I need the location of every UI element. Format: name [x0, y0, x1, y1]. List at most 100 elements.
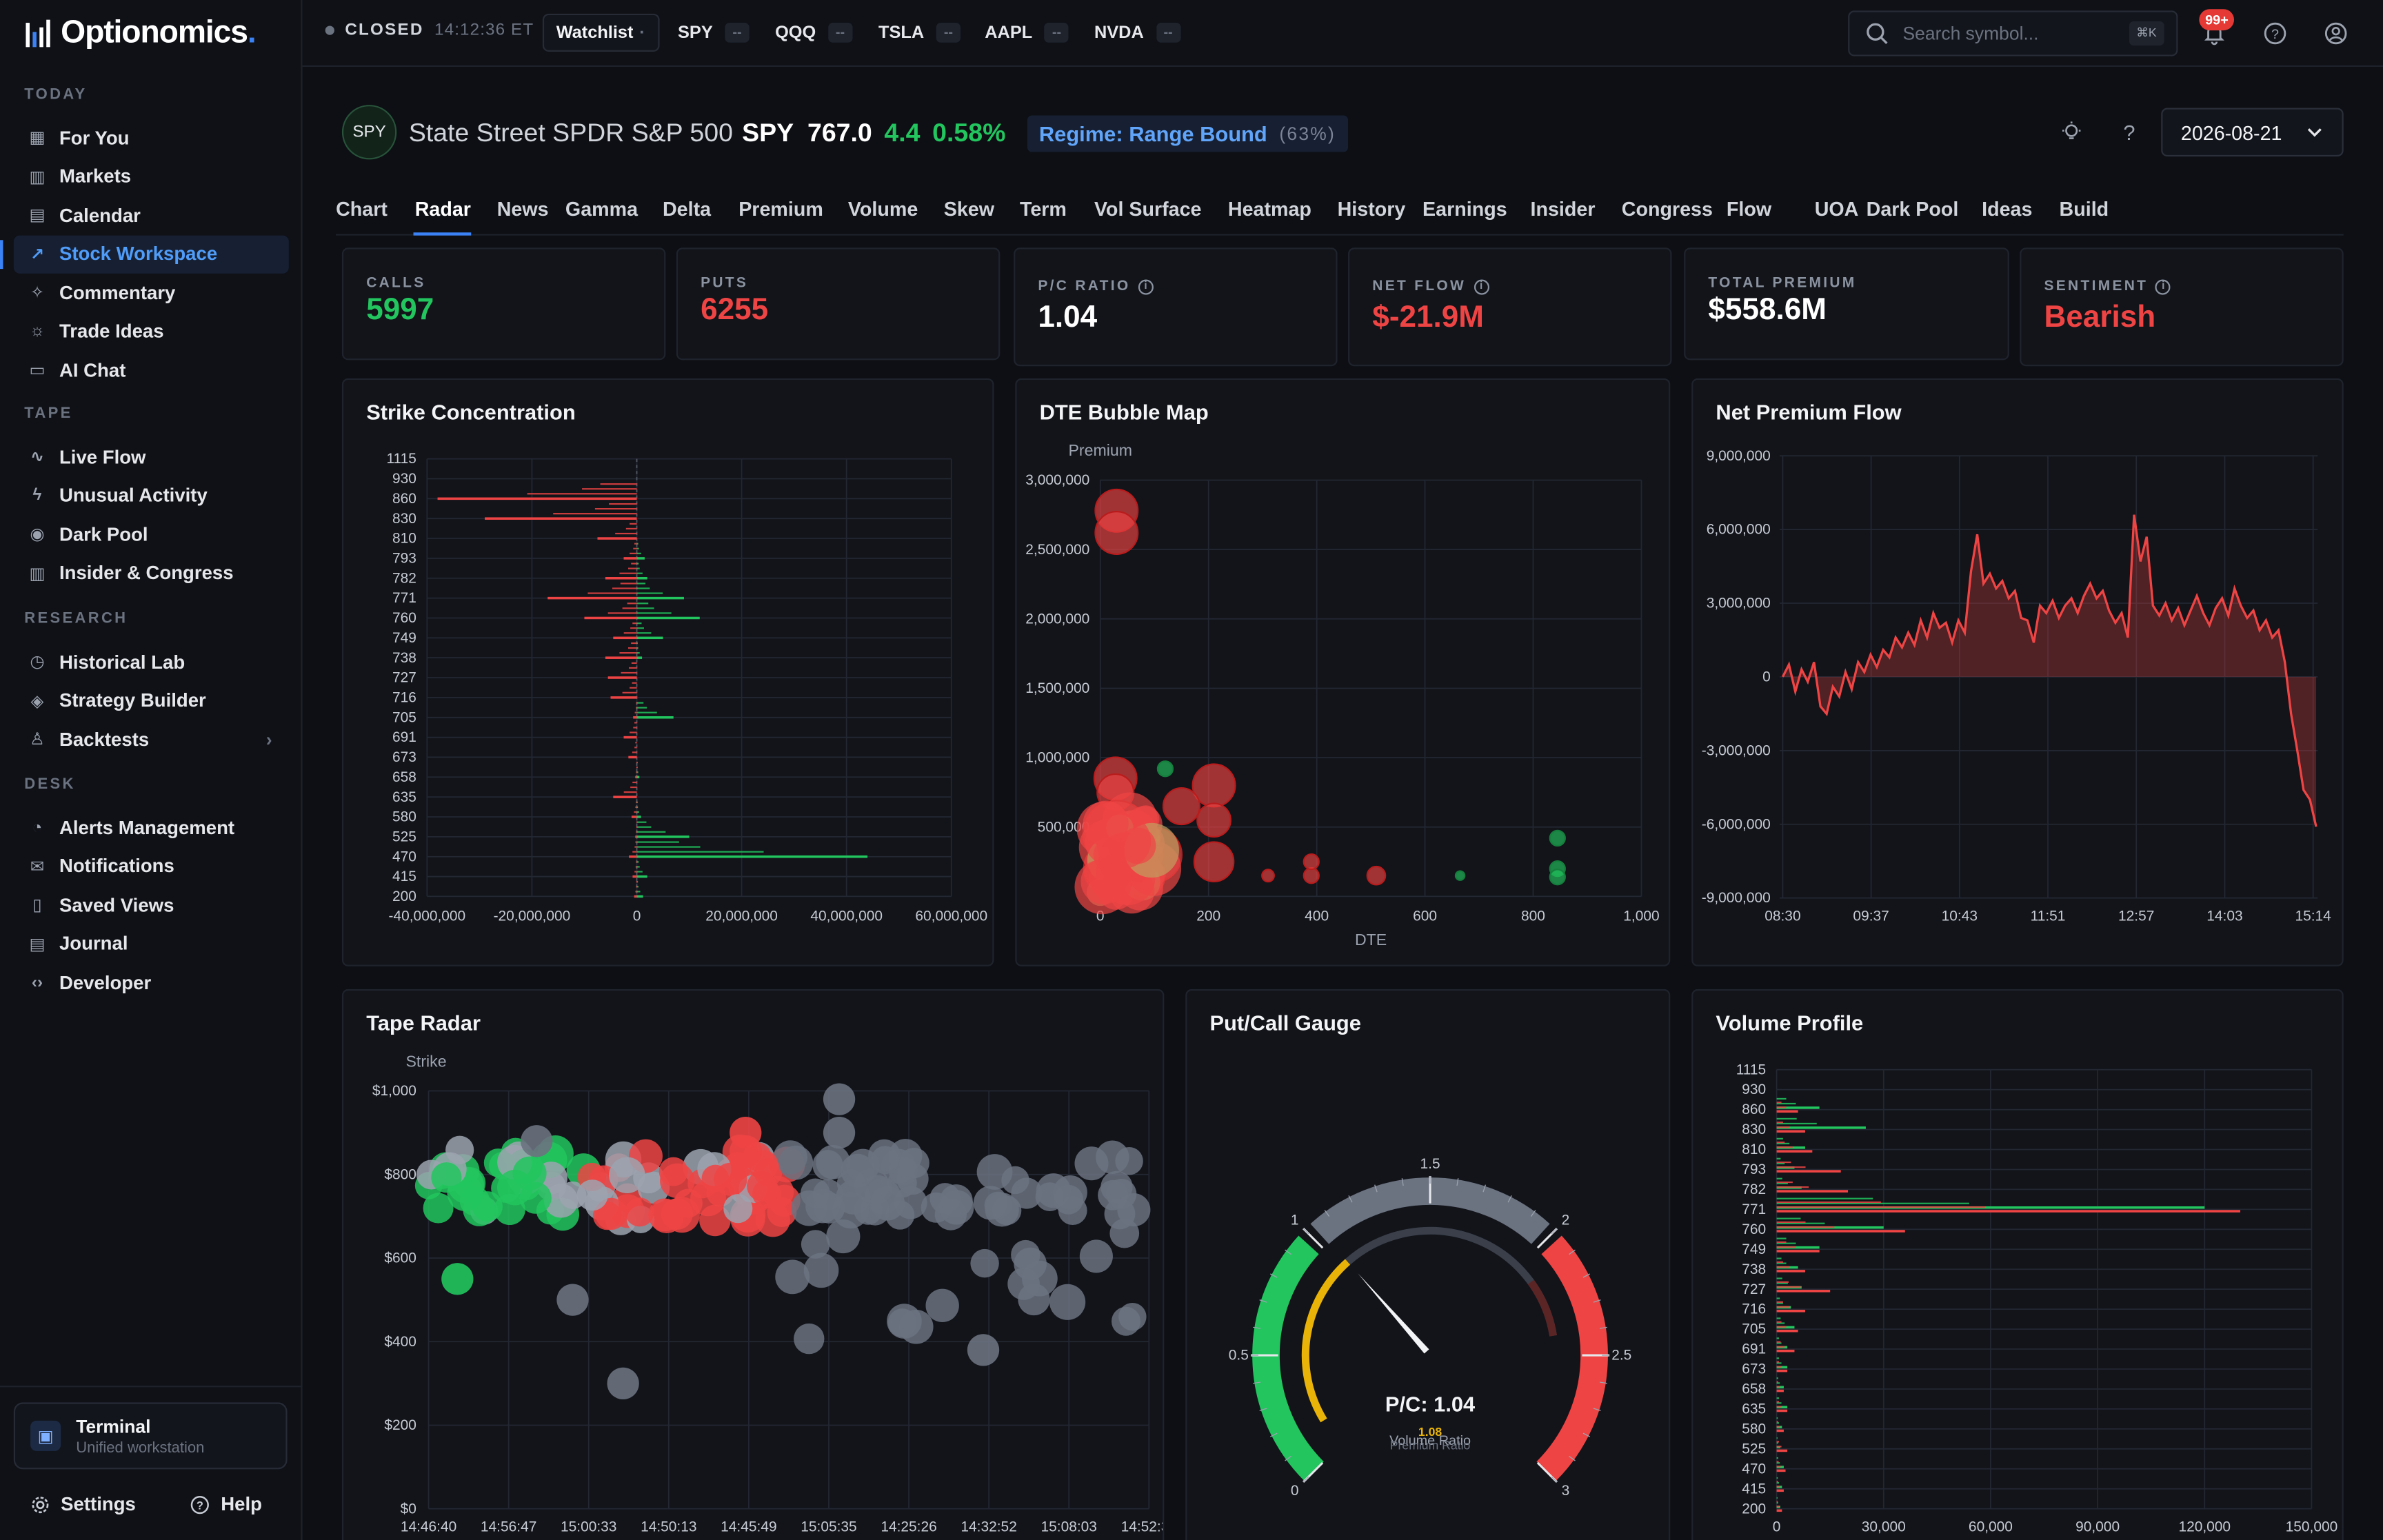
help-top-button[interactable]: ? — [2258, 17, 2291, 50]
volume-bar[interactable] — [1776, 1366, 1788, 1369]
sidebar-item-for-you[interactable]: ▦ For You — [0, 119, 303, 157]
info-icon[interactable]: i — [2155, 278, 2171, 294]
tape-point[interactable] — [775, 1259, 810, 1295]
sidebar-item-live-flow[interactable]: ∿ Live Flow — [0, 438, 303, 476]
tape-point[interactable] — [576, 1179, 608, 1211]
strike-bar[interactable] — [613, 636, 637, 640]
sidebar-item-backtests[interactable]: ♙ Backtests › — [0, 720, 303, 759]
tape-point[interactable] — [441, 1263, 474, 1295]
tape-point[interactable] — [1049, 1284, 1086, 1320]
header-help-button[interactable]: ? — [2115, 119, 2143, 146]
tape-point[interactable] — [445, 1135, 474, 1164]
sidebar-item-ai-chat[interactable]: ▭ AI Chat — [0, 351, 303, 389]
info-icon[interactable]: i — [1138, 278, 1154, 294]
volume-bar[interactable] — [1776, 1509, 1782, 1512]
ticker-qqq[interactable]: QQQ -- — [775, 23, 853, 43]
sidebar-item-insider-congress[interactable]: ▥ Insider & Congress — [0, 554, 303, 592]
volume-bar[interactable] — [1776, 1386, 1784, 1389]
volume-bar[interactable] — [1776, 1130, 1805, 1133]
sidebar-item-commentary[interactable]: ✧ Commentary — [0, 274, 303, 312]
volume-bar[interactable] — [1776, 1150, 1813, 1153]
tab-insider[interactable]: Insider — [1530, 197, 1596, 221]
strike-bar[interactable] — [629, 855, 637, 858]
net-flow-line[interactable] — [1781, 514, 2317, 827]
tape-point[interactable] — [592, 1201, 622, 1230]
strike-bar[interactable] — [597, 537, 637, 540]
strike-bar[interactable] — [623, 557, 637, 560]
volume-bar[interactable] — [1776, 1406, 1788, 1409]
bubble-point[interactable] — [1549, 869, 1566, 886]
ticker-spy[interactable]: SPY -- — [678, 23, 750, 43]
tab-heatmap[interactable]: Heatmap — [1227, 197, 1311, 221]
volume-bar[interactable] — [1776, 1206, 2205, 1209]
strike-bar[interactable] — [437, 497, 637, 500]
bubble-point[interactable] — [1193, 841, 1235, 882]
tape-point[interactable] — [812, 1150, 843, 1181]
tab-gamma[interactable]: Gamma — [565, 197, 639, 221]
sidebar-item-saved-views[interactable]: ▯ Saved Views — [0, 886, 303, 924]
tab-vol-surface[interactable]: Vol Surface — [1094, 197, 1202, 221]
ticker-tsla[interactable]: TSLA -- — [878, 23, 961, 43]
volume-bar[interactable] — [1776, 1429, 1784, 1432]
tab-radar[interactable]: Radar — [414, 197, 471, 221]
app-logo[interactable]: Optionomics. — [24, 12, 257, 55]
bubble-point[interactable] — [1196, 802, 1231, 838]
tape-point[interactable] — [1018, 1283, 1050, 1316]
tab-earnings[interactable]: Earnings — [1422, 197, 1507, 221]
tape-point[interactable] — [970, 1248, 999, 1278]
volume-bar[interactable] — [1776, 1369, 1788, 1372]
tape-point[interactable] — [714, 1162, 747, 1196]
strike-bar[interactable] — [632, 875, 637, 878]
tape-point[interactable] — [898, 1147, 929, 1179]
tape-point[interactable] — [512, 1156, 547, 1191]
volume-bar[interactable] — [1776, 1126, 1866, 1129]
sidebar-item-unusual-activity[interactable]: ϟ Unusual Activity — [0, 476, 303, 515]
dte-bubble-chart[interactable]: Premium 0 200 400 600 800 1,000 500,000 1,000,00… — [1017, 380, 1671, 966]
volume-bar[interactable] — [1776, 1489, 1784, 1492]
volume-bar[interactable] — [1776, 1106, 1820, 1109]
strike-bar[interactable] — [631, 815, 637, 818]
bubble-point[interactable] — [1549, 829, 1566, 847]
tape-point[interactable] — [814, 1192, 845, 1224]
volume-bar[interactable] — [1776, 1310, 1805, 1313]
strike-bar[interactable] — [628, 756, 637, 759]
theme-toggle-button[interactable] — [2058, 119, 2085, 146]
ticker-aapl[interactable]: AAPL -- — [985, 23, 1069, 43]
tape-point[interactable] — [869, 1186, 905, 1221]
strike-bar[interactable] — [636, 776, 640, 779]
tape-point[interactable] — [625, 1197, 654, 1227]
strike-bar[interactable] — [636, 835, 690, 838]
tape-point[interactable] — [898, 1309, 934, 1344]
tape-point[interactable] — [423, 1193, 454, 1224]
volume-bar[interactable] — [1776, 1210, 2240, 1213]
tape-point[interactable] — [521, 1125, 553, 1157]
bubble-point[interactable] — [1156, 760, 1174, 778]
bubble-point[interactable] — [1303, 853, 1320, 871]
tape-point[interactable] — [938, 1190, 974, 1225]
tape-point[interactable] — [967, 1334, 1000, 1366]
watchlist-button[interactable]: Watchlist · — [542, 13, 659, 52]
tape-point[interactable] — [1035, 1182, 1065, 1211]
strike-bar[interactable] — [623, 736, 637, 739]
tab-ideas[interactable]: Ideas — [1982, 197, 2033, 221]
tape-point[interactable] — [823, 1117, 856, 1149]
tape-point[interactable] — [801, 1230, 830, 1259]
tape-point[interactable] — [1079, 1239, 1113, 1273]
tape-point[interactable] — [976, 1154, 1013, 1190]
tape-point[interactable] — [607, 1367, 639, 1399]
bubble-point[interactable] — [1366, 865, 1387, 886]
search-input[interactable] — [1902, 23, 2116, 44]
tab-delta[interactable]: Delta — [662, 197, 712, 221]
volume-bar[interactable] — [1776, 1270, 1805, 1273]
strike-bar[interactable] — [636, 576, 647, 580]
strike-bar[interactable] — [584, 616, 637, 620]
tab-history[interactable]: History — [1337, 197, 1406, 221]
tape-point[interactable] — [754, 1158, 783, 1187]
strike-bar[interactable] — [636, 557, 645, 560]
volume-bar[interactable] — [1776, 1190, 1849, 1193]
tape-point[interactable] — [803, 1253, 839, 1288]
tape-point[interactable] — [985, 1193, 1019, 1227]
tape-point[interactable] — [609, 1157, 645, 1194]
tape-point[interactable] — [730, 1117, 762, 1149]
search-box[interactable]: ⌘K — [1848, 10, 2178, 57]
